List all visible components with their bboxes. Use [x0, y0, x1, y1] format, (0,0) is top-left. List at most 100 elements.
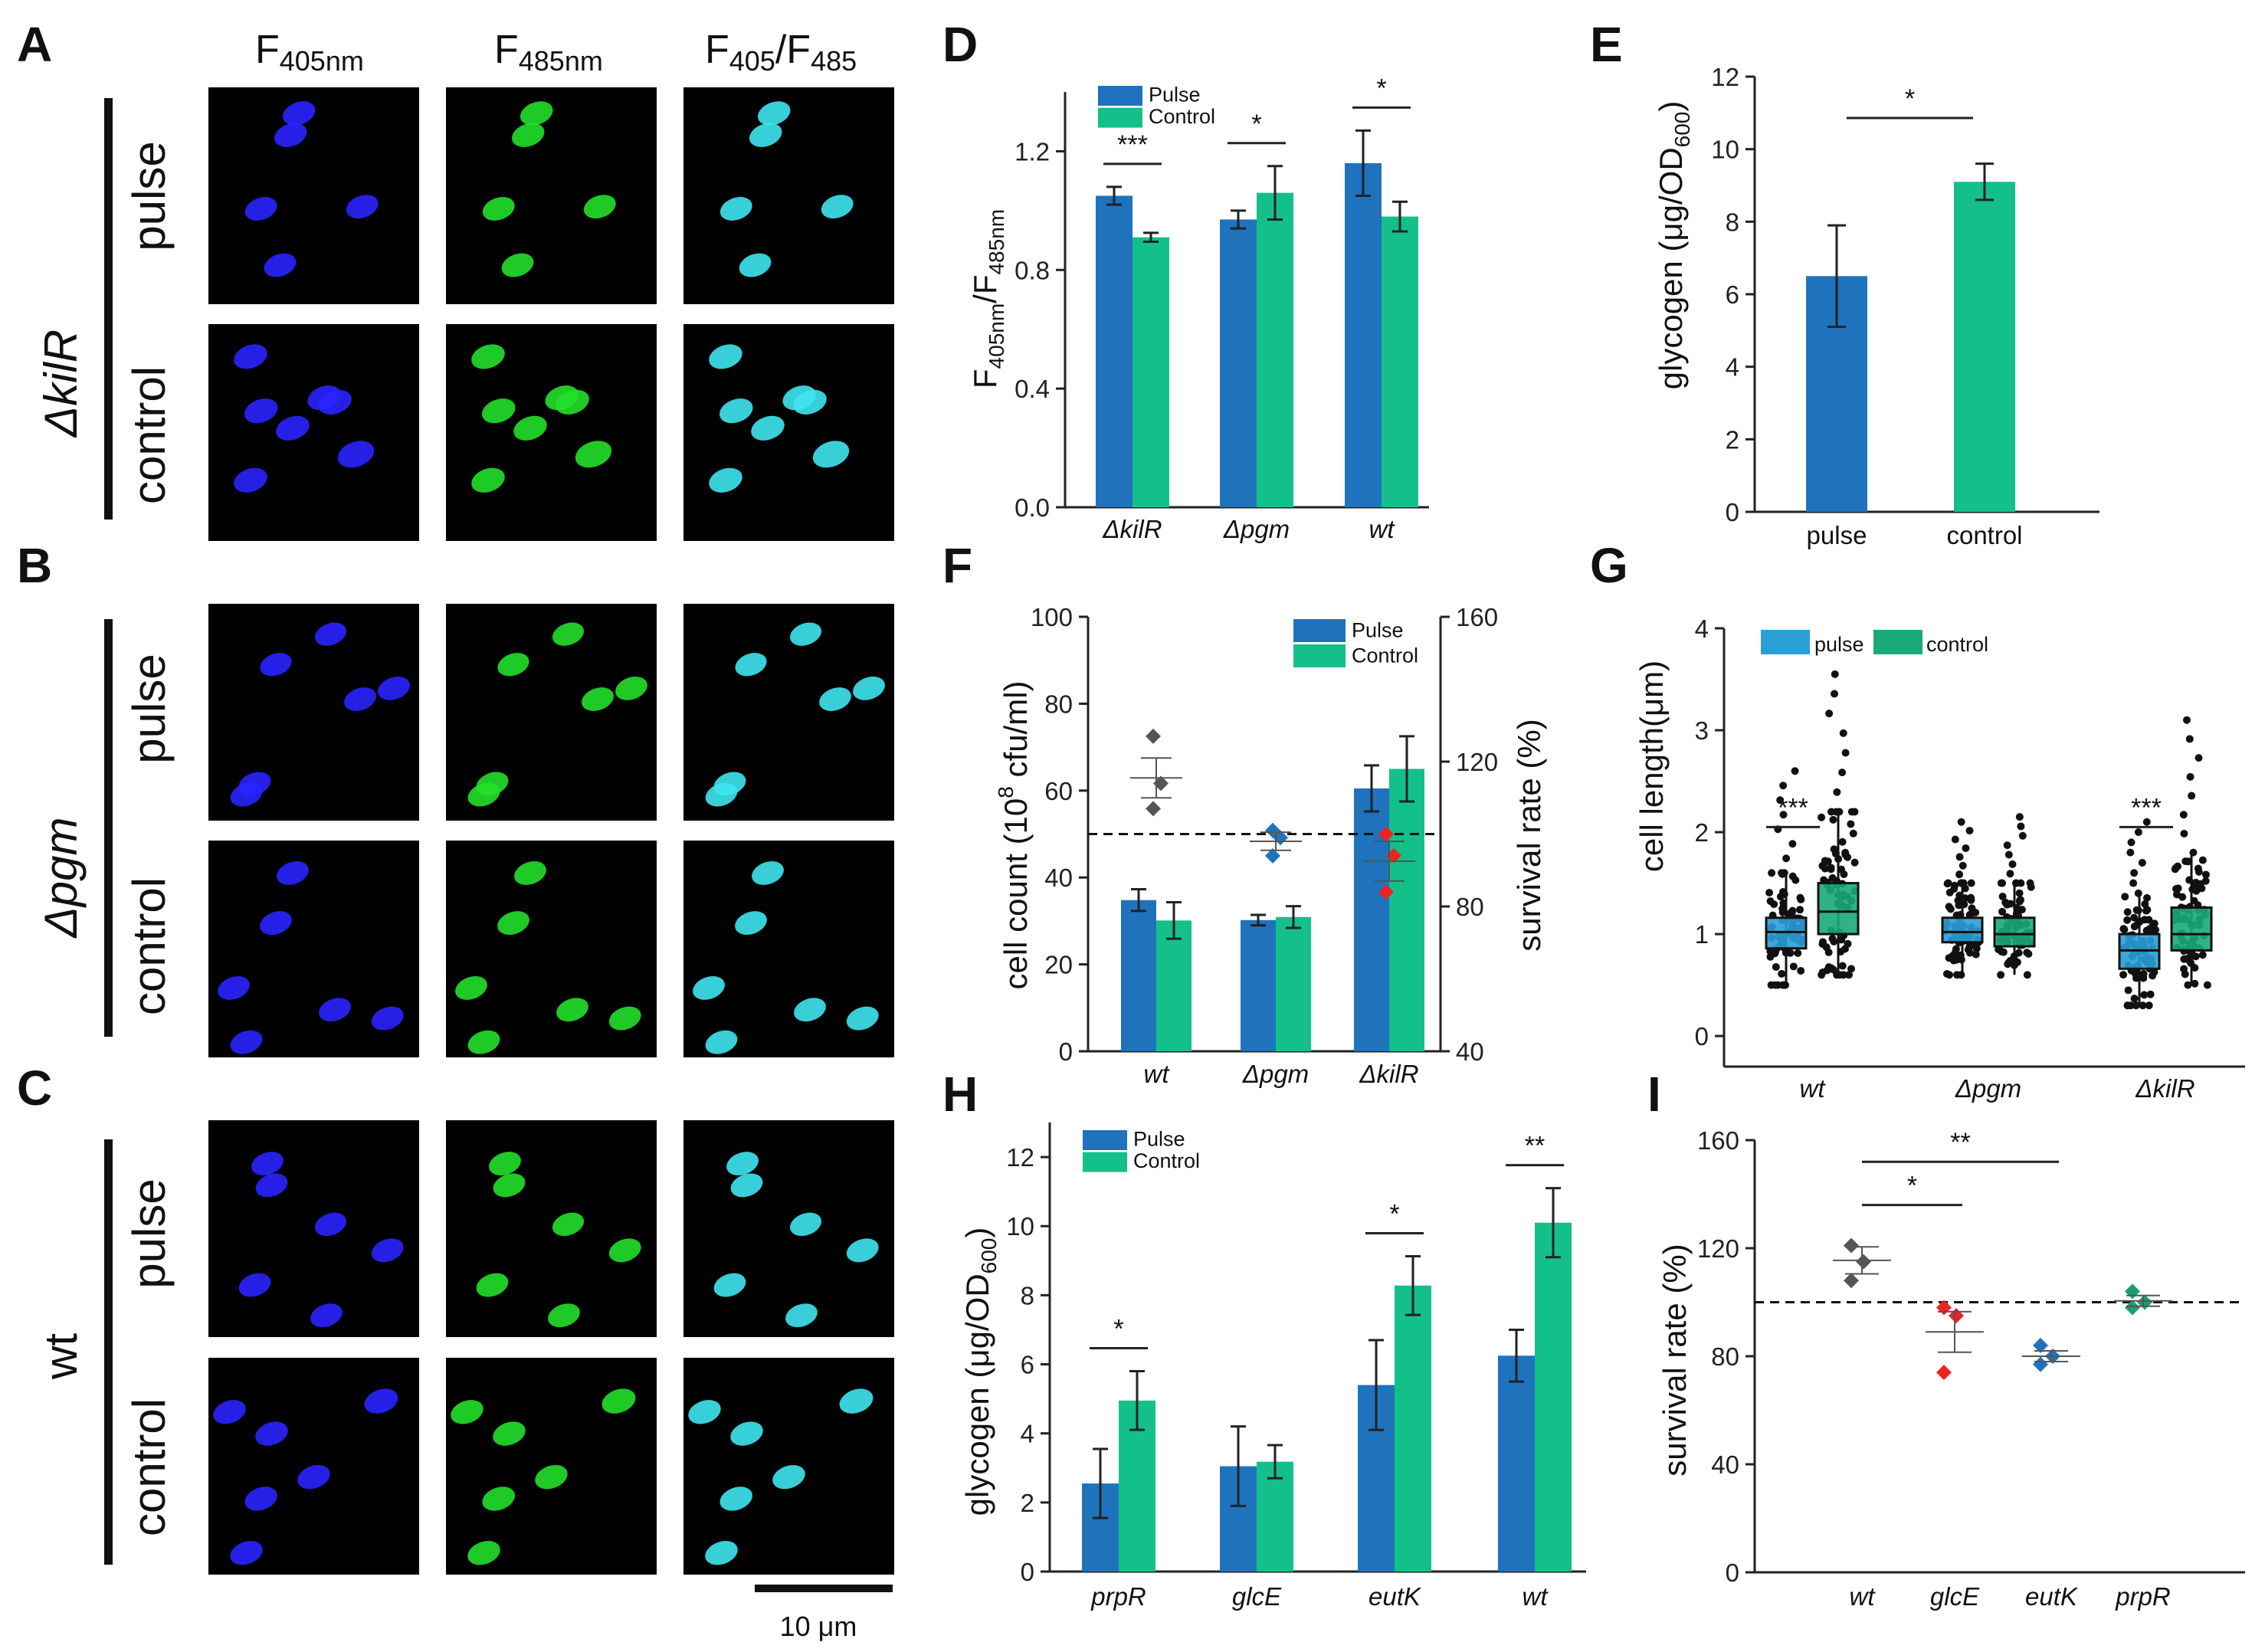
significance-label: * [1389, 1199, 1399, 1228]
outlier-point [1838, 769, 1847, 777]
outlier-point [1776, 796, 1785, 805]
y2-tick-label: 40 [1456, 1037, 1484, 1066]
bar-pulse [1220, 219, 1257, 507]
bacterium-cell [794, 998, 826, 1022]
significance-label: *** [1117, 130, 1148, 159]
data-point [1967, 879, 1975, 887]
bacterium-cell [218, 976, 250, 1000]
panel-label-a: A [17, 17, 52, 72]
data-point [2124, 986, 2132, 995]
chart-panels: D0.00.40.81.2F405nm/F485nmΔkilR***Δpgm*w… [942, 17, 2245, 1611]
data-point [1944, 879, 1952, 887]
bacterium-cell [583, 195, 616, 219]
bacterium-cell [234, 344, 267, 369]
panel-label-g: G [1590, 538, 1628, 593]
significance-label: *** [1778, 793, 1808, 822]
significance-label: * [1905, 84, 1915, 113]
bacterium-cell [608, 1238, 641, 1263]
strain-label-kilr: ΔkilR [35, 329, 87, 438]
data-point [1972, 950, 1980, 959]
data-point [1998, 893, 2007, 901]
data-point [2130, 913, 2139, 922]
bar-pulse [1345, 162, 1382, 507]
bacterium-cell [758, 101, 791, 126]
data-point [1829, 815, 1837, 824]
bacterium-cell [705, 1541, 738, 1565]
x-tick-label: control [1946, 521, 2022, 549]
y-axis-label: survival rate (%) [1657, 1244, 1693, 1476]
outlier-point [2127, 838, 2136, 847]
data-point [2132, 1001, 2140, 1010]
data-point [1945, 971, 1954, 979]
data-point [1849, 829, 1857, 837]
bacterium-cell [739, 253, 772, 277]
data-point [2184, 981, 2192, 989]
data-point [1998, 907, 2007, 916]
bacterium-cell [601, 1388, 636, 1414]
bacterium-cell [693, 976, 725, 1000]
data-point [2134, 919, 2142, 927]
outlier-point [2185, 735, 2194, 743]
data-point [1767, 981, 1775, 989]
outlier-point [2182, 716, 2191, 724]
data-point [1952, 945, 1960, 953]
data-point [1774, 981, 1782, 989]
data-point [2027, 883, 2035, 891]
data-point [2143, 906, 2152, 914]
y-tick-label: 4 [1021, 1420, 1034, 1448]
x-tick-label: Δpgm [1242, 1060, 1309, 1088]
bar-control [1257, 192, 1293, 507]
data-point [1797, 895, 1805, 903]
bacterium-cell [735, 653, 767, 677]
x-tick-label: wt [1850, 1582, 1877, 1611]
significance-label: ** [1950, 1128, 1970, 1157]
panel-label-e: E [1590, 17, 1623, 72]
bacterium-cell [344, 687, 376, 711]
significance-label: *** [2131, 793, 2162, 822]
outlier-point [2003, 841, 2011, 850]
panel-label-b: B [17, 538, 52, 593]
y-tick-label: 80 [1711, 1342, 1739, 1371]
data-point [2142, 893, 2151, 902]
outlier-point [1957, 879, 1965, 887]
box-control [1993, 916, 2036, 948]
bacterium-cell [244, 197, 277, 221]
data-point [1788, 906, 1797, 915]
data-point [1997, 879, 2005, 887]
data-point [2191, 979, 2199, 988]
data-point [2023, 971, 2031, 979]
data-point [1949, 1308, 1964, 1324]
row-label-wt-control: control [123, 1398, 175, 1536]
data-point [2174, 884, 2182, 893]
data-point [2023, 949, 2031, 957]
bacterium-cell [846, 1006, 879, 1031]
significance-label: * [1113, 1315, 1123, 1344]
data-point [1844, 1237, 1859, 1254]
bacterium-cell [582, 687, 614, 711]
bacterium-cell [493, 1173, 526, 1198]
outlier-point [2134, 828, 2142, 837]
box-pulse [1941, 916, 1984, 944]
outlier-point [2130, 869, 2139, 877]
y-axis-label-part: F [967, 369, 1003, 388]
bacterium-cell [772, 1464, 805, 1490]
y-tick-label: 12 [1006, 1143, 1034, 1172]
significance-label: * [1251, 110, 1261, 139]
bar-control [1276, 916, 1311, 1051]
y-tick-label: 120 [1697, 1234, 1739, 1263]
y-tick-label: 8 [1021, 1281, 1034, 1309]
bacterium-cell [575, 441, 612, 468]
y-axis-label-part: ) [959, 1228, 995, 1238]
data-point [2119, 971, 2128, 979]
outlier-point [1965, 827, 1974, 835]
bacterium-cell [255, 1173, 288, 1198]
x-tick-label: prpR [1090, 1582, 1146, 1611]
data-point [1776, 893, 1785, 901]
x-tick-label: glcE [1930, 1582, 1980, 1611]
scale-bar [755, 1585, 893, 1592]
bacterium-cell [264, 253, 297, 277]
bacterium-cell [513, 415, 547, 441]
legend-label: Control [1133, 1149, 1200, 1172]
data-point [1838, 962, 1847, 970]
